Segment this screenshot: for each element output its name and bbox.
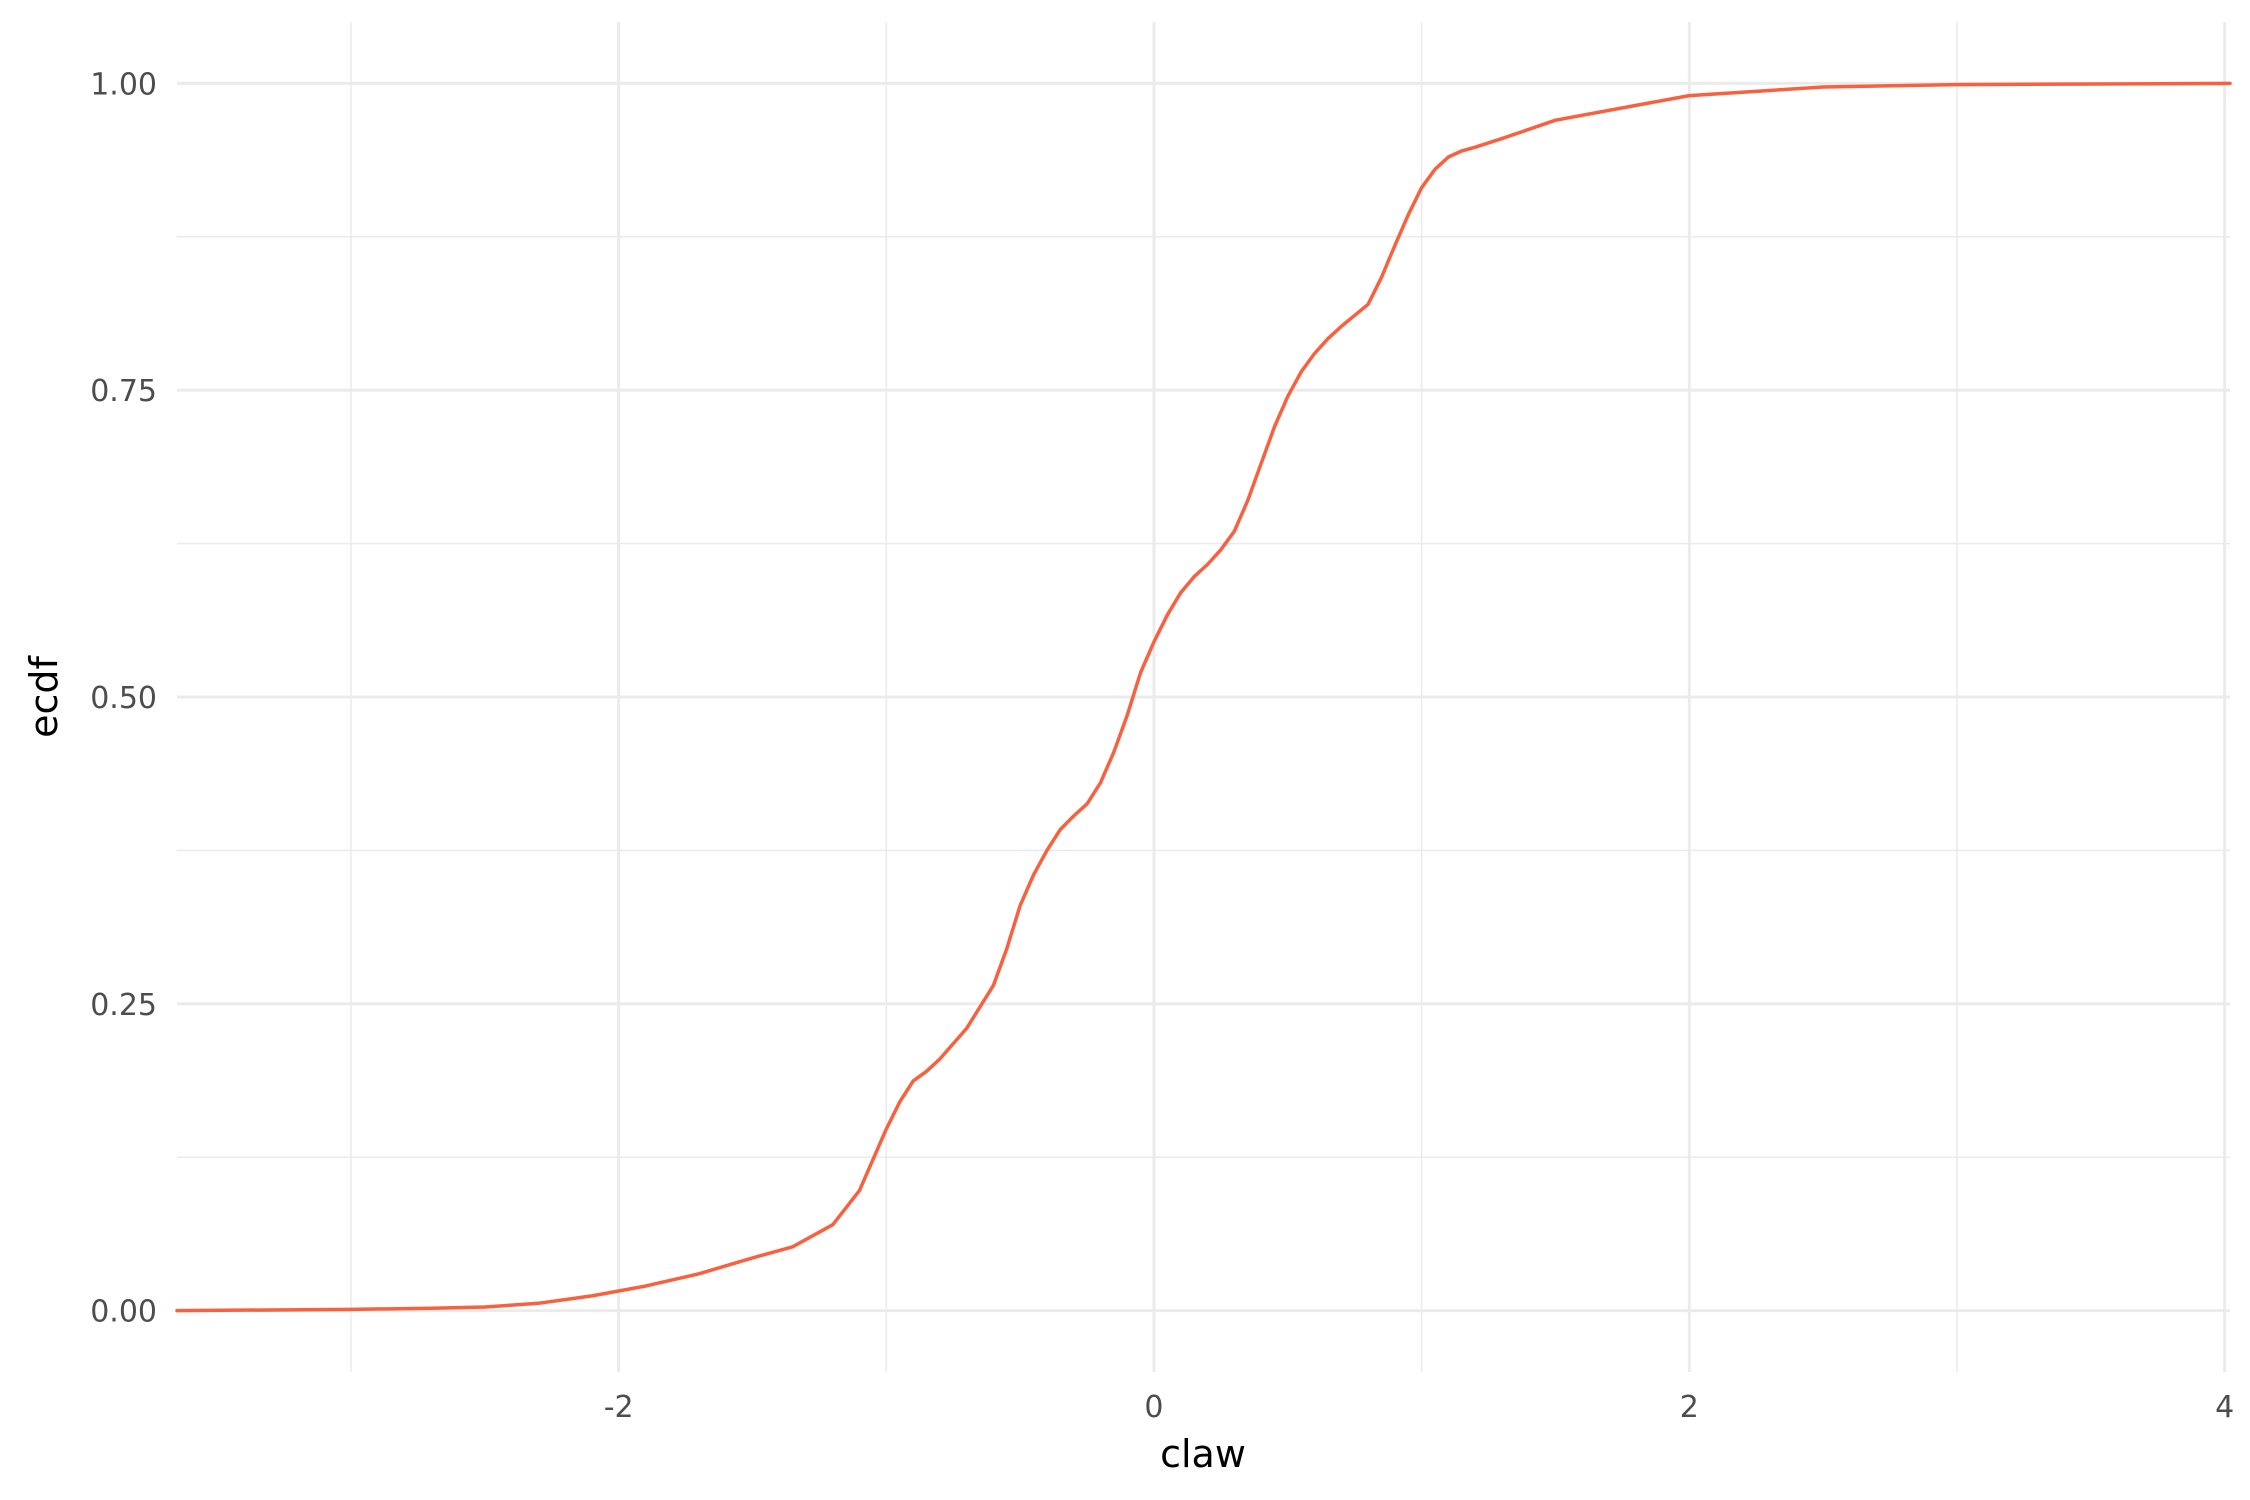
x-tick-label: -2 xyxy=(604,1390,634,1425)
y-tick-labels: 0.00 0.25 0.50 0.75 1.00 xyxy=(90,67,157,1329)
y-axis-title: ecdf xyxy=(22,654,66,737)
x-axis-title: claw xyxy=(1160,1432,1246,1476)
y-tick-label: 0.75 xyxy=(90,374,157,409)
x-tick-label: 2 xyxy=(1680,1390,1699,1425)
y-tick-label: 0.00 xyxy=(90,1295,157,1330)
x-tick-label: 4 xyxy=(2215,1390,2234,1425)
series-layer xyxy=(175,81,2232,1313)
ecdf-line xyxy=(175,81,2232,1313)
y-tick-label: 0.25 xyxy=(90,988,157,1023)
minor-gridlines xyxy=(177,22,2230,1372)
major-gridlines xyxy=(177,22,2230,1372)
x-tick-label: 0 xyxy=(1144,1390,1163,1425)
y-tick-label: 0.50 xyxy=(90,681,157,716)
x-tick-labels: -2 0 2 4 xyxy=(604,1390,2235,1425)
y-tick-label: 1.00 xyxy=(90,67,157,102)
